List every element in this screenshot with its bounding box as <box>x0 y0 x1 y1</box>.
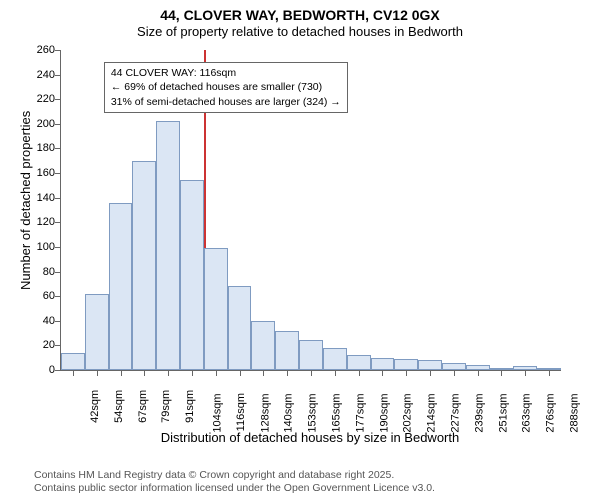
histogram-bar <box>85 294 109 370</box>
xtick-label: 165sqm <box>326 393 342 432</box>
annotation-left: ← 69% of detached houses are smaller (73… <box>111 80 341 94</box>
xtick-mark <box>311 370 312 376</box>
xtick-mark <box>73 370 74 376</box>
histogram-bar <box>347 355 371 370</box>
xtick-mark <box>121 370 122 376</box>
ytick-label: 60 <box>43 290 61 302</box>
annotation-right: 31% of semi-detached houses are larger (… <box>111 95 341 109</box>
histogram-bar <box>442 363 466 370</box>
xtick-label: 116sqm <box>231 393 247 431</box>
xtick-mark <box>406 370 407 376</box>
xtick-label: 140sqm <box>279 393 295 432</box>
xtick-mark <box>263 370 264 376</box>
ytick-label: 0 <box>49 364 61 376</box>
xtick-mark <box>430 370 431 376</box>
plot-area: 44 CLOVER WAY: 116sqm ← 69% of detached … <box>60 50 561 371</box>
ytick-label: 120 <box>37 216 61 228</box>
xtick-mark <box>525 370 526 376</box>
xtick-mark <box>335 370 336 376</box>
footer-line1: Contains HM Land Registry data © Crown c… <box>34 469 435 483</box>
xtick-label: 54sqm <box>109 390 125 423</box>
histogram-bar <box>180 180 204 370</box>
x-axis-label: Distribution of detached houses by size … <box>60 430 560 445</box>
footer-line2: Contains public sector information licen… <box>34 482 435 496</box>
ytick-label: 240 <box>37 69 61 81</box>
histogram-bar <box>156 121 180 370</box>
ytick-label: 180 <box>37 142 61 154</box>
xtick-mark <box>478 370 479 376</box>
xtick-mark <box>549 370 550 376</box>
xtick-label: 79sqm <box>156 390 172 423</box>
ytick-label: 100 <box>37 241 61 253</box>
histogram-bar <box>228 286 252 370</box>
xtick-label: 190sqm <box>374 393 390 432</box>
xtick-label: 42sqm <box>85 390 101 423</box>
xtick-label: 128sqm <box>255 393 271 432</box>
ytick-label: 200 <box>37 118 61 130</box>
xtick-mark <box>287 370 288 376</box>
histogram-bar <box>323 348 347 370</box>
xtick-label: 239sqm <box>469 393 485 432</box>
xtick-label: 104sqm <box>207 393 223 432</box>
xtick-mark <box>382 370 383 376</box>
xtick-mark <box>216 370 217 376</box>
xtick-mark <box>192 370 193 376</box>
histogram-bar <box>251 321 275 370</box>
xtick-label: 263sqm <box>517 393 533 432</box>
histogram-bar <box>299 340 323 370</box>
ytick-label: 160 <box>37 167 61 179</box>
xtick-label: 288sqm <box>565 393 581 432</box>
histogram-bar <box>418 360 442 370</box>
xtick-mark <box>168 370 169 376</box>
chart-title-line1: 44, CLOVER WAY, BEDWORTH, CV12 0GX <box>0 6 600 24</box>
xtick-label: 214sqm <box>422 393 438 432</box>
histogram-bar <box>61 353 85 370</box>
xtick-label: 153sqm <box>303 393 319 432</box>
footer-credits: Contains HM Land Registry data © Crown c… <box>34 469 435 496</box>
ytick-label: 80 <box>43 266 61 278</box>
ytick-label: 260 <box>37 44 61 56</box>
ytick-label: 20 <box>43 339 61 351</box>
xtick-label: 251sqm <box>493 393 509 432</box>
xtick-label: 91sqm <box>180 390 196 423</box>
xtick-label: 276sqm <box>541 393 557 432</box>
histogram-bar <box>275 331 299 370</box>
histogram-bar <box>204 248 228 370</box>
histogram-bar <box>109 203 133 370</box>
xtick-label: 67sqm <box>132 390 148 423</box>
histogram-bar <box>394 359 418 370</box>
ytick-label: 220 <box>37 93 61 105</box>
xtick-label: 202sqm <box>398 393 414 432</box>
histogram-bar <box>132 161 156 370</box>
annotation-title: 44 CLOVER WAY: 116sqm <box>111 66 341 80</box>
chart-title-line2: Size of property relative to detached ho… <box>0 24 600 41</box>
xtick-mark <box>97 370 98 376</box>
xtick-mark <box>359 370 360 376</box>
y-axis-label: Number of detached properties <box>18 111 33 290</box>
xtick-label: 227sqm <box>446 393 462 432</box>
annotation-box: 44 CLOVER WAY: 116sqm ← 69% of detached … <box>104 62 348 113</box>
xtick-label: 177sqm <box>350 393 366 432</box>
ytick-label: 40 <box>43 315 61 327</box>
chart-area: Number of detached properties 44 CLOVER … <box>0 40 600 460</box>
xtick-mark <box>144 370 145 376</box>
xtick-mark <box>501 370 502 376</box>
xtick-mark <box>240 370 241 376</box>
xtick-mark <box>454 370 455 376</box>
histogram-bar <box>371 358 395 370</box>
ytick-label: 140 <box>37 192 61 204</box>
